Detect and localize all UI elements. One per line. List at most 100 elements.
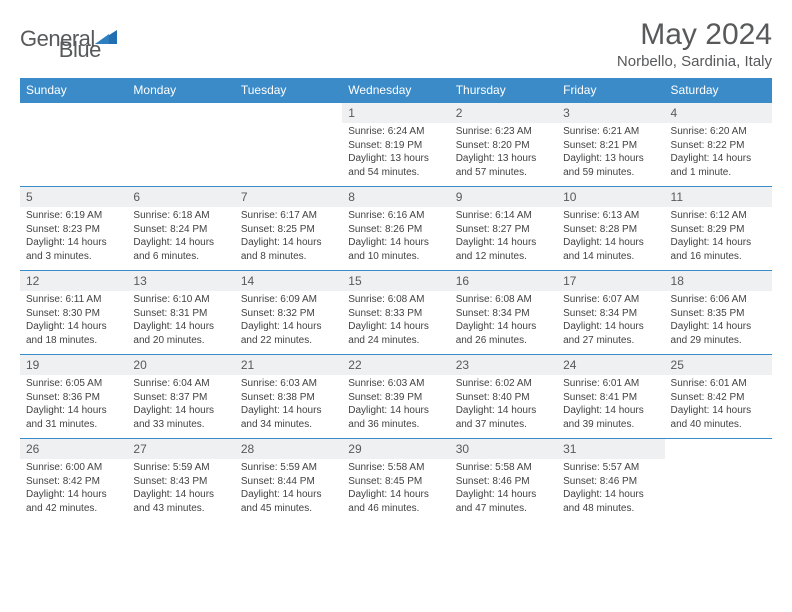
- daylight-text: Daylight: 14 hours and 31 minutes.: [26, 404, 121, 431]
- calendar-cell: 5Sunrise: 6:19 AMSunset: 8:23 PMDaylight…: [20, 187, 127, 271]
- day-number: 18: [665, 271, 772, 291]
- daylight-text: Daylight: 14 hours and 27 minutes.: [563, 320, 658, 347]
- sunset-text: Sunset: 8:29 PM: [671, 223, 766, 237]
- brand-logo: General Blue: [20, 18, 101, 60]
- weekday-header: Monday: [127, 78, 234, 103]
- title-block: May 2024 Norbello, Sardinia, Italy: [617, 18, 772, 70]
- day-number: 16: [450, 271, 557, 291]
- calendar-cell: 25Sunrise: 6:01 AMSunset: 8:42 PMDayligh…: [665, 355, 772, 439]
- sunrise-text: Sunrise: 6:04 AM: [133, 377, 228, 391]
- sunset-text: Sunset: 8:42 PM: [26, 475, 121, 489]
- calendar-page: General Blue May 2024 Norbello, Sardinia…: [0, 0, 792, 533]
- day-details: Sunrise: 6:00 AMSunset: 8:42 PMDaylight:…: [20, 459, 127, 519]
- calendar-cell: 17Sunrise: 6:07 AMSunset: 8:34 PMDayligh…: [557, 271, 664, 355]
- calendar-week: 26Sunrise: 6:00 AMSunset: 8:42 PMDayligh…: [20, 439, 772, 523]
- sunset-text: Sunset: 8:23 PM: [26, 223, 121, 237]
- calendar-cell: 20 Sunrise: 6:04 AMSunset: 8:37 PMDayligh…: [127, 355, 234, 439]
- day-number: 19: [20, 355, 127, 375]
- day-details: Sunrise: 6:10 AMSunset: 8:31 PMDaylight:…: [127, 291, 234, 351]
- daylight-text: Daylight: 13 hours and 54 minutes.: [348, 152, 443, 179]
- sunset-text: Sunset: 8:43 PM: [133, 475, 228, 489]
- sunset-text: Sunset: 8:46 PM: [563, 475, 658, 489]
- sunrise-text: Sunrise: 6:02 AM: [456, 377, 551, 391]
- day-details: Sunrise: 6:19 AMSunset: 8:23 PMDaylight:…: [20, 207, 127, 267]
- day-details: Sunrise: 6:20 AMSunset: 8:22 PMDaylight:…: [665, 123, 772, 183]
- calendar-cell: 24Sunrise: 6:01 AMSunset: 8:41 PMDayligh…: [557, 355, 664, 439]
- day-details: Sunrise: 6:18 AMSunset: 8:24 PMDaylight:…: [127, 207, 234, 267]
- day-details: Sunrise: 6:21 AMSunset: 8:21 PMDaylight:…: [557, 123, 664, 183]
- daylight-text: Daylight: 14 hours and 16 minutes.: [671, 236, 766, 263]
- day-number: 8: [342, 187, 449, 207]
- day-number: 12: [20, 271, 127, 291]
- sunset-text: Sunset: 8:35 PM: [671, 307, 766, 321]
- sunset-text: Sunset: 8:30 PM: [26, 307, 121, 321]
- sunrise-text: Sunrise: 6:00 AM: [26, 461, 121, 475]
- daylight-text: Daylight: 14 hours and 12 minutes.: [456, 236, 551, 263]
- sunset-text: Sunset: 8:38 PM: [241, 391, 336, 405]
- calendar-cell: 7Sunrise: 6:17 AMSunset: 8:25 PMDaylight…: [235, 187, 342, 271]
- day-number: 14: [235, 271, 342, 291]
- day-details: Sunrise: 6:02 AMSunset: 8:40 PMDaylight:…: [450, 375, 557, 435]
- sunset-text: Sunset: 8:19 PM: [348, 139, 443, 153]
- day-number: 1: [342, 103, 449, 123]
- day-details: Sunrise: 5:58 AMSunset: 8:45 PMDaylight:…: [342, 459, 449, 519]
- day-number: 15: [342, 271, 449, 291]
- brand-name-b: Blue: [59, 40, 101, 60]
- sunrise-text: Sunrise: 6:14 AM: [456, 209, 551, 223]
- day-number: 2: [450, 103, 557, 123]
- sunset-text: Sunset: 8:45 PM: [348, 475, 443, 489]
- daylight-text: Daylight: 14 hours and 45 minutes.: [241, 488, 336, 515]
- daylight-text: Daylight: 14 hours and 6 minutes.: [133, 236, 228, 263]
- sunrise-text: Sunrise: 6:10 AM: [133, 293, 228, 307]
- day-details: Sunrise: 6:03 AMSunset: 8:39 PMDaylight:…: [342, 375, 449, 435]
- day-number: 6: [127, 187, 234, 207]
- sunrise-text: Sunrise: 6:01 AM: [671, 377, 766, 391]
- daylight-text: Daylight: 14 hours and 1 minute.: [671, 152, 766, 179]
- calendar-cell: 26Sunrise: 6:00 AMSunset: 8:42 PMDayligh…: [20, 439, 127, 523]
- sunset-text: Sunset: 8:25 PM: [241, 223, 336, 237]
- calendar-week: ...1Sunrise: 6:24 AMSunset: 8:19 PMDayli…: [20, 103, 772, 187]
- weekday-header: Tuesday: [235, 78, 342, 103]
- calendar-cell: 22Sunrise: 6:03 AMSunset: 8:39 PMDayligh…: [342, 355, 449, 439]
- day-number: 21: [235, 355, 342, 375]
- sunset-text: Sunset: 8:28 PM: [563, 223, 658, 237]
- weekday-header: Saturday: [665, 78, 772, 103]
- day-number: 22: [342, 355, 449, 375]
- calendar-cell: 2Sunrise: 6:23 AMSunset: 8:20 PMDaylight…: [450, 103, 557, 187]
- calendar-cell: 11Sunrise: 6:12 AMSunset: 8:29 PMDayligh…: [665, 187, 772, 271]
- day-details: Sunrise: 6:14 AMSunset: 8:27 PMDaylight:…: [450, 207, 557, 267]
- daylight-text: Daylight: 14 hours and 22 minutes.: [241, 320, 336, 347]
- day-details: Sunrise: 6:12 AMSunset: 8:29 PMDaylight:…: [665, 207, 772, 267]
- sunset-text: Sunset: 8:37 PM: [133, 391, 228, 405]
- day-number: 20: [127, 355, 234, 375]
- sunrise-text: Sunrise: 6:23 AM: [456, 125, 551, 139]
- daylight-text: Daylight: 14 hours and 33 minutes.: [133, 404, 228, 431]
- day-details: Sunrise: 6:17 AMSunset: 8:25 PMDaylight:…: [235, 207, 342, 267]
- sunset-text: Sunset: 8:40 PM: [456, 391, 551, 405]
- sunrise-text: Sunrise: 6:03 AM: [241, 377, 336, 391]
- weekday-header: Wednesday: [342, 78, 449, 103]
- daylight-text: Daylight: 14 hours and 29 minutes.: [671, 320, 766, 347]
- calendar-cell: 16Sunrise: 6:08 AMSunset: 8:34 PMDayligh…: [450, 271, 557, 355]
- daylight-text: Daylight: 14 hours and 34 minutes.: [241, 404, 336, 431]
- calendar-cell: 1Sunrise: 6:24 AMSunset: 8:19 PMDaylight…: [342, 103, 449, 187]
- sunset-text: Sunset: 8:22 PM: [671, 139, 766, 153]
- day-details: Sunrise: 6:13 AMSunset: 8:28 PMDaylight:…: [557, 207, 664, 267]
- daylight-text: Daylight: 14 hours and 26 minutes.: [456, 320, 551, 347]
- daylight-text: Daylight: 14 hours and 14 minutes.: [563, 236, 658, 263]
- calendar-cell: 13Sunrise: 6:10 AMSunset: 8:31 PMDayligh…: [127, 271, 234, 355]
- calendar-cell: 27Sunrise: 5:59 AMSunset: 8:43 PMDayligh…: [127, 439, 234, 523]
- sunrise-text: Sunrise: 6:13 AM: [563, 209, 658, 223]
- calendar-cell: 18Sunrise: 6:06 AMSunset: 8:35 PMDayligh…: [665, 271, 772, 355]
- day-details: Sunrise: 5:57 AMSunset: 8:46 PMDaylight:…: [557, 459, 664, 519]
- day-number: 9: [450, 187, 557, 207]
- day-number: 24: [557, 355, 664, 375]
- daylight-text: Daylight: 14 hours and 46 minutes.: [348, 488, 443, 515]
- day-number: 4: [665, 103, 772, 123]
- day-details: Sunrise: 6:07 AMSunset: 8:34 PMDaylight:…: [557, 291, 664, 351]
- calendar-cell: .: [665, 439, 772, 523]
- day-number: 30: [450, 439, 557, 459]
- day-number: 28: [235, 439, 342, 459]
- sunrise-text: Sunrise: 6:20 AM: [671, 125, 766, 139]
- calendar-week: 12Sunrise: 6:11 AMSunset: 8:30 PMDayligh…: [20, 271, 772, 355]
